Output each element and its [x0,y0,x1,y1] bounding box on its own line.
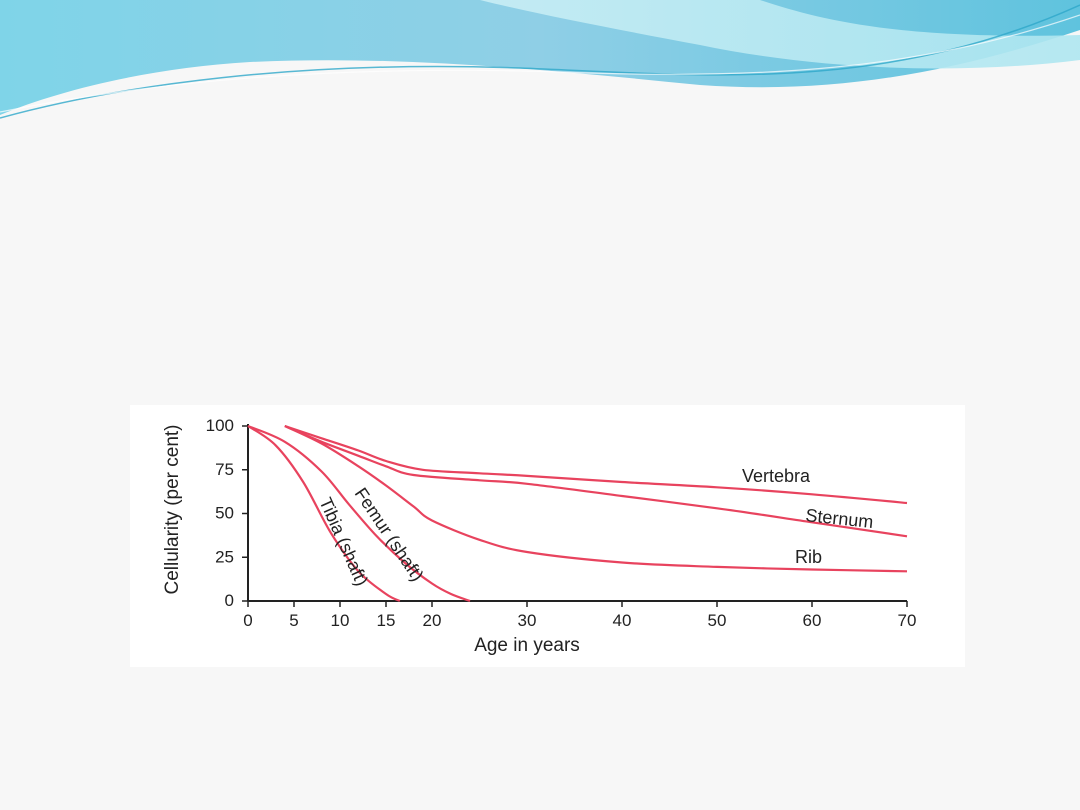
header-wave-streak-2 [0,14,1080,113]
cellularity-chart: 0 25 50 75 100 0 5 10 15 20 30 40 50 60 70 Age in yea… [162,416,916,656]
series-lines [247,424,908,603]
y-tick-label: 50 [215,504,234,523]
y-axis-ticks: 0 25 50 75 100 [206,416,248,610]
series-line-sternum [284,424,908,538]
series-label-vertebra: Vertebra [742,466,811,486]
header-wave-highlight [480,0,1080,69]
x-tick-label: 60 [803,611,822,630]
chart-panel: 0 25 50 75 100 0 5 10 15 20 30 40 50 60 70 Age in yea… [130,405,965,667]
y-axis-title: Cellularity (per cent) [162,425,183,595]
x-axis-ticks: 0 5 10 15 20 30 40 50 60 70 [243,601,916,630]
series-line-rib [284,425,908,573]
series-line-vertebra [284,424,908,505]
y-tick-label: 25 [215,547,234,566]
series-line-tibia-shaft [247,425,401,602]
x-tick-label: 15 [377,611,396,630]
series-label-sternum: Sternum [805,505,875,532]
y-tick-label: 0 [225,591,234,610]
x-tick-label: 30 [518,611,537,630]
header-wave-streak [0,4,1080,119]
x-tick-label: 50 [708,611,727,630]
x-tick-label: 5 [289,611,298,630]
x-tick-label: 10 [331,611,350,630]
x-tick-label: 20 [423,611,442,630]
x-tick-label: 40 [613,611,632,630]
x-axis-title: Age in years [474,635,580,656]
series-label-rib: Rib [795,547,822,567]
y-tick-label: 75 [215,460,234,479]
x-tick-label: 70 [898,611,917,630]
y-tick-label: 100 [206,416,234,435]
slide-header-wave [0,0,1080,119]
x-tick-label: 0 [243,611,252,630]
series-line-femur-shaft [247,424,471,603]
